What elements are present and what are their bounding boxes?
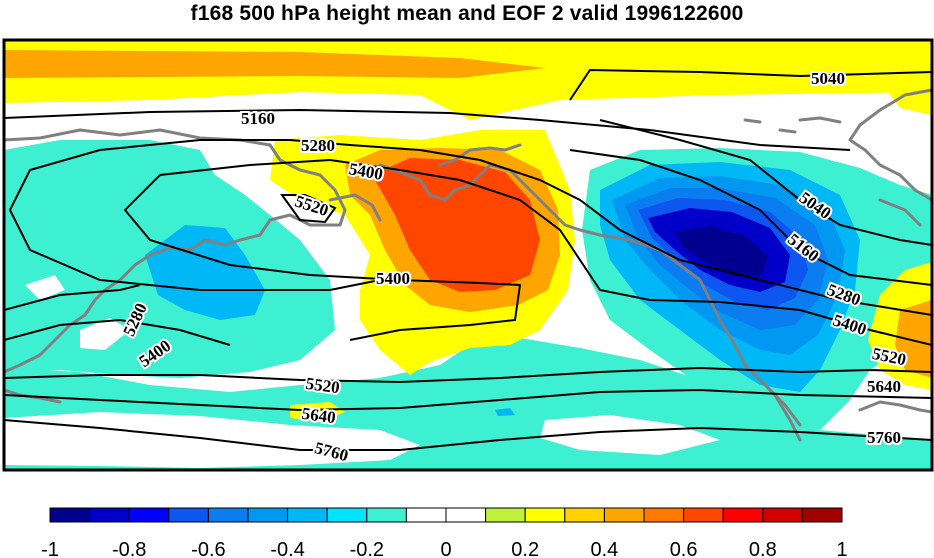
colorbar-swatch [128, 507, 170, 523]
shade-neg-bottom-blob [495, 408, 515, 416]
colorbar-tick-label: 0.8 [749, 539, 777, 558]
colorbar-swatch [643, 507, 685, 523]
colorbar-swatch [485, 507, 526, 523]
colorbar-swatch [89, 507, 130, 523]
coast-kamchatka [328, 193, 382, 222]
contour-5160-top [4, 108, 851, 151]
contour-5520-bottom [4, 366, 932, 384]
colorbar-swatch [445, 507, 487, 523]
map-frame [2, 38, 934, 472]
coast-arctic-islands [743, 116, 842, 134]
map-title: f168 500 hPa height mean and EOF 2 valid… [190, 2, 744, 25]
contour-5280-main [289, 139, 932, 316]
height-contours [4, 68, 932, 451]
colorbar-tick-label: -0.6 [191, 539, 225, 558]
colorbar-swatch [762, 507, 803, 523]
contour-label: 5280 [301, 136, 335, 155]
colorbar-swatch [49, 507, 91, 523]
contour-5520-blob [280, 194, 337, 224]
contour-5400-main [329, 159, 932, 346]
coast-hudson [878, 198, 922, 227]
coast-alaska [378, 163, 567, 227]
coast-gulf [858, 400, 932, 414]
map-panel: 5040 5040 5160 5160 5280 5280 5280 5400 … [4, 40, 932, 470]
coast-na-east [848, 88, 932, 202]
colorbar-tick-label: 0.2 [511, 539, 539, 558]
contour-5280-loop [8, 139, 381, 291]
contour-5040-top [569, 68, 932, 101]
colorbar-swatch [603, 507, 645, 523]
colorbar-tick-labels: -1 -0.8 -0.6 -0.4 -0.2 0 0.2 0.4 0.6 0.8 1 [41, 539, 847, 558]
contour-label: 5400 [376, 269, 410, 288]
colorbar-swatch [683, 507, 724, 523]
shade-white-bottom2 [540, 415, 720, 455]
shade-white-left1 [25, 275, 65, 300]
contour-5640-bottom [4, 388, 932, 412]
coastlines [4, 88, 932, 442]
colorbar-tick-label: -0.4 [270, 539, 304, 558]
shade-white-left2 [80, 318, 130, 350]
coast-asia-east [4, 143, 347, 374]
colorbar [49, 507, 843, 523]
colorbar-swatch [247, 507, 289, 523]
contour-5760-bottom [4, 419, 932, 451]
contour-5160-right [569, 149, 932, 286]
shade-pos-top-orange [4, 50, 545, 78]
shade-neg-right-core [675, 226, 768, 276]
colorbar-tick-label: -0.2 [350, 539, 384, 558]
shade-white-mid [560, 100, 700, 165]
colorbar-tick-label: 0.6 [670, 539, 698, 558]
colorbar-swatch [207, 507, 249, 523]
contour-5400-loop [123, 159, 522, 341]
colorbar-swatch [366, 507, 407, 523]
contour-label: 5640 [867, 377, 901, 396]
colorbar-tick-label: 0 [440, 539, 451, 558]
shade-pos-bottom [290, 402, 345, 422]
colorbar-tick-label: -0.8 [112, 539, 146, 558]
colorbar-swatch [722, 507, 764, 523]
coast-alaska-north [438, 143, 522, 167]
colorbar-swatch [287, 507, 328, 523]
colorbar-swatch [326, 507, 368, 523]
colorbar-tick-label: 0.4 [590, 539, 618, 558]
eof-shading [4, 40, 932, 470]
shade-pos-center-red [372, 158, 540, 292]
contour-5040-right [599, 119, 932, 246]
contour-5280-west [4, 284, 141, 311]
contour-5400-west [4, 318, 231, 346]
colorbar-tick-label: -1 [41, 539, 59, 558]
coast-baja [768, 388, 802, 427]
colorbar-swatch [405, 507, 447, 523]
contour-label: 5760 [867, 428, 901, 447]
colorbar-swatch [564, 507, 605, 523]
colorbar-tick-label: 1 [836, 539, 847, 558]
colorbar-swatch [168, 507, 209, 523]
contour-label: 5160 [241, 109, 275, 128]
contour-label: 5040 [811, 69, 845, 88]
shade-pos-right-orange [895, 300, 932, 378]
colorbar-swatch [524, 507, 566, 523]
colorbar-swatch [801, 507, 843, 523]
shade-pos-topright [875, 40, 932, 115]
